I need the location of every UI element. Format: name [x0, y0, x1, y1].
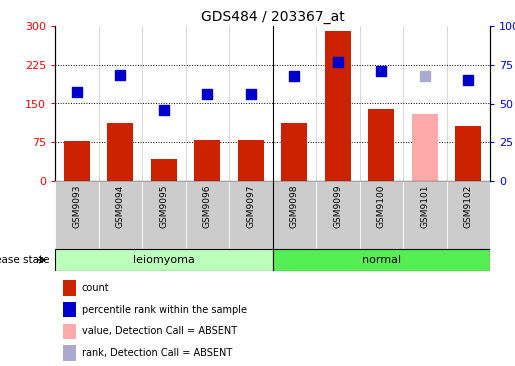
Bar [359, 181, 403, 249]
Bar [455, 126, 482, 181]
Text: GSM9100: GSM9100 [377, 184, 386, 228]
Bar [63, 324, 76, 339]
Point [334, 59, 342, 64]
Bar [142, 181, 185, 249]
Point [421, 73, 429, 79]
Point [377, 68, 385, 74]
Point [464, 77, 472, 83]
Text: GSM9093: GSM9093 [72, 184, 81, 228]
Point [160, 107, 168, 113]
Text: disease state: disease state [0, 255, 50, 265]
Text: GSM9096: GSM9096 [203, 184, 212, 228]
Bar [194, 140, 220, 181]
Bar [281, 123, 307, 181]
Text: count: count [82, 283, 110, 293]
Bar [64, 141, 90, 181]
Bar [55, 181, 98, 249]
Text: percentile rank within the sample: percentile rank within the sample [82, 305, 247, 315]
Bar [98, 181, 142, 249]
Text: leiomyoma: leiomyoma [133, 255, 195, 265]
Bar [324, 31, 351, 181]
Bar [316, 181, 359, 249]
Bar [238, 140, 264, 181]
Text: GSM9102: GSM9102 [464, 184, 473, 228]
Point [73, 89, 81, 95]
Bar [403, 181, 447, 249]
Bar [411, 114, 438, 181]
Bar [55, 249, 272, 271]
Text: GSM9101: GSM9101 [420, 184, 429, 228]
Text: normal: normal [362, 255, 401, 265]
Bar [63, 302, 76, 317]
Bar [151, 159, 177, 181]
Text: value, Detection Call = ABSENT: value, Detection Call = ABSENT [82, 326, 237, 336]
Bar [447, 181, 490, 249]
Point [247, 91, 255, 97]
Text: GSM9097: GSM9097 [246, 184, 255, 228]
Bar [185, 181, 229, 249]
Bar [63, 345, 76, 361]
Text: GSM9094: GSM9094 [116, 184, 125, 228]
Point [116, 72, 124, 78]
Bar [229, 181, 272, 249]
Text: GSM9098: GSM9098 [290, 184, 299, 228]
Text: GSM9099: GSM9099 [333, 184, 342, 228]
Text: GSM9095: GSM9095 [159, 184, 168, 228]
Point [203, 91, 211, 97]
Bar [272, 249, 490, 271]
Bar [107, 123, 133, 181]
Title: GDS484 / 203367_at: GDS484 / 203367_at [201, 10, 345, 23]
Point [290, 73, 298, 79]
Bar [368, 109, 394, 181]
Text: rank, Detection Call = ABSENT: rank, Detection Call = ABSENT [82, 348, 232, 358]
Bar [63, 280, 76, 296]
Bar [272, 181, 316, 249]
